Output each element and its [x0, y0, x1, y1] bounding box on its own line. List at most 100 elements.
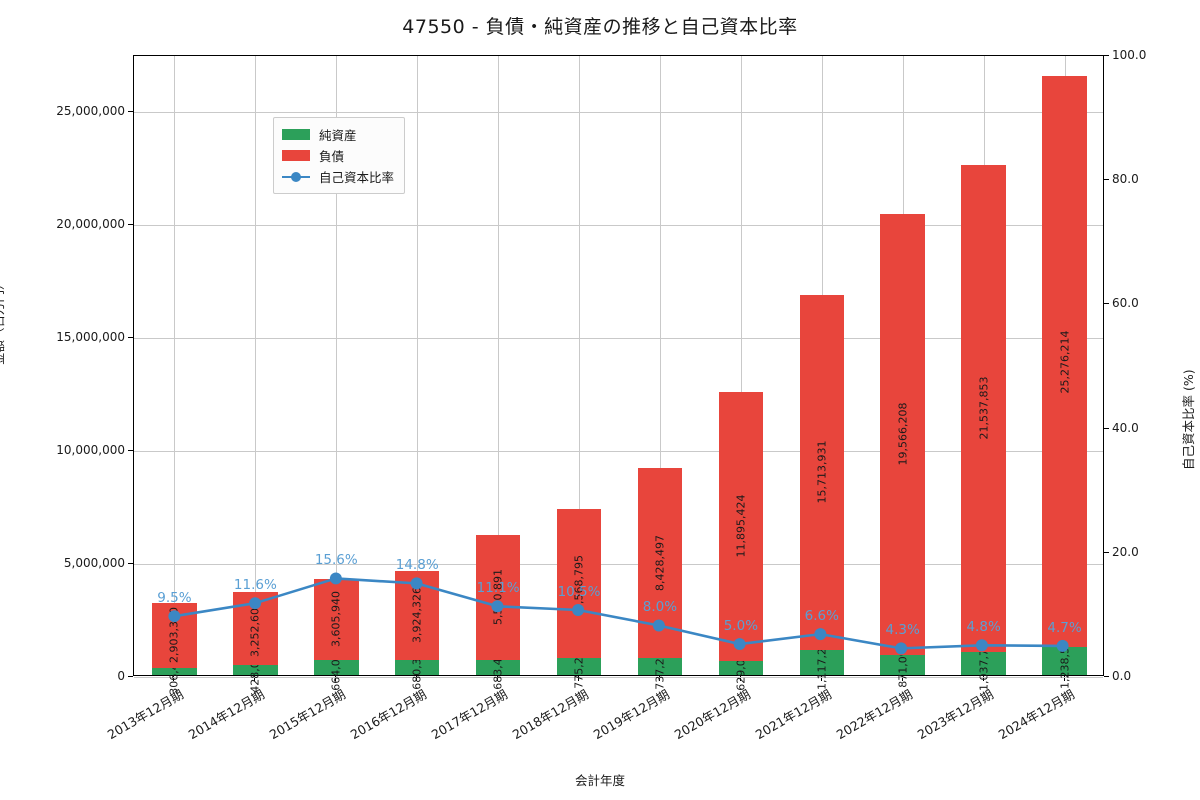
y-axis-tick-mark-right [1104, 676, 1109, 677]
y-axis-tick-mark-right [1104, 551, 1109, 553]
ratio-data-point[interactable] [895, 642, 908, 655]
bar-segment-equity[interactable]: 306,450 [152, 649, 197, 694]
bar-segment-equity[interactable]: 871,093 [880, 642, 925, 688]
bar-group[interactable]: 871,093 19,566,208 [880, 213, 925, 688]
y-axis-tick-mark-left [128, 224, 133, 226]
bar-group[interactable]: 1,117,290 15,713,931 [799, 294, 845, 690]
bar-segment-equity[interactable]: 1,238,514 [1042, 633, 1087, 689]
bar-segment-liabilities[interactable]: 6,568,795 [556, 509, 602, 658]
x-axis-tick-mark [416, 676, 418, 681]
ratio-data-point[interactable] [733, 638, 746, 651]
bar-segment-equity[interactable]: 775,207 [556, 644, 602, 689]
gridline-vertical [740, 56, 742, 675]
bar-group[interactable]: 1,238,514 25,276,214 [1042, 76, 1087, 689]
gridline-horizontal [134, 564, 1103, 566]
ratio-data-point[interactable] [975, 639, 988, 652]
ratio-data-point[interactable] [491, 600, 504, 613]
ratio-value-label: 9.5% [157, 590, 192, 606]
bar-group[interactable]: 683,408 5,530,891 [475, 534, 521, 690]
x-axis-tick-mark [901, 676, 903, 681]
y-axis-tick-mark-right [1104, 303, 1109, 305]
bar-segment-equity[interactable]: 680,346 [394, 645, 440, 690]
x-axis-tick-label: 2023年12月期 [914, 686, 996, 743]
bar-segment-equity[interactable]: 737,200 [637, 644, 683, 689]
bar-group[interactable]: 775,207 6,568,795 [556, 509, 602, 689]
bar-segment-equity[interactable]: 629,014 [718, 645, 764, 691]
y-axis-tick-mark-left [128, 337, 133, 339]
bar-segment-equity[interactable]: 428,083 [233, 647, 278, 693]
x-axis-tick-mark [254, 676, 256, 681]
x-axis-tick-label: 2024年12月期 [995, 686, 1077, 743]
bar-segment-liabilities[interactable]: 3,605,940 [314, 578, 359, 661]
y-axis-tick-mark-left [128, 563, 133, 565]
x-axis-tick-label: 2018年12月期 [509, 686, 592, 743]
bar-segment-liabilities[interactable]: 5,530,891 [475, 534, 521, 660]
x-axis-tick-mark [739, 676, 741, 681]
x-axis-tick-mark [497, 676, 499, 681]
y-axis-tick-label-left: 10,000,000 [56, 443, 125, 458]
x-axis-tick-label: 2014年12月期 [186, 686, 268, 743]
ratio-data-point[interactable] [410, 577, 423, 590]
y-axis-tick-mark-left [128, 676, 133, 677]
ratio-value-label: 4.3% [885, 622, 920, 639]
y-axis-tick-mark-right [1104, 179, 1109, 181]
y-axis-label-right: 自己資本比率 (%) [1181, 369, 1196, 470]
legend-swatch-equity-ratio-icon [282, 171, 310, 182]
gridline-vertical [336, 56, 338, 675]
bar-segment-equity[interactable]: 1,037,733 [961, 635, 1006, 691]
x-axis-tick-mark [1063, 676, 1065, 681]
ratio-value-label: 8.0% [642, 599, 678, 616]
ratio-data-point[interactable] [168, 610, 181, 623]
ratio-data-point[interactable] [814, 628, 827, 641]
bar-segment-liabilities[interactable]: 19,566,208 [880, 213, 925, 656]
y-axis-tick-label-left: 15,000,000 [56, 330, 125, 345]
ratio-data-point[interactable] [652, 619, 665, 632]
legend-swatch-equity-icon [282, 129, 310, 140]
gridline-horizontal [134, 112, 1103, 114]
y-axis-tick-label-right: 40.0 [1112, 420, 1139, 435]
ratio-value-label: 6.6% [804, 608, 839, 624]
ratio-data-point[interactable] [249, 597, 262, 610]
bar-segment-equity[interactable]: 1,117,290 [799, 634, 845, 690]
ratio-data-point[interactable] [572, 604, 585, 616]
bar-group[interactable]: 629,014 11,895,424 [718, 392, 764, 691]
x-axis-tick-label: 2021年12月期 [752, 686, 834, 743]
x-axis-tick-label: 2015年12月期 [266, 686, 349, 743]
gridline-vertical [579, 56, 581, 675]
x-axis-tick-mark [820, 676, 822, 681]
x-axis-tick-label: 2020年12月期 [671, 686, 753, 743]
y-axis-tick-label-left: 5,000,000 [63, 556, 125, 571]
y-axis-tick-label-right: 0.0 [1112, 669, 1132, 683]
ratio-line-path [174, 577, 1063, 650]
ratio-data-point[interactable] [329, 572, 342, 585]
bar-segment-liabilities[interactable]: 25,276,214 [1042, 76, 1087, 648]
y-axis-tick-label-left: 25,000,000 [56, 104, 125, 119]
x-axis-label: 会計年度 [574, 773, 625, 788]
bar-segment-liabilities[interactable]: 21,537,853 [961, 165, 1006, 652]
gridline-vertical [417, 56, 419, 675]
legend-label-equity: 純資産 [319, 128, 357, 143]
y-axis-tick-mark-left [128, 450, 133, 452]
gridline-horizontal [134, 338, 1103, 340]
x-axis-tick-mark [335, 676, 337, 681]
y-axis-tick-label-right: 80.0 [1112, 172, 1139, 187]
bar-segment-liabilities[interactable]: 15,713,931 [799, 294, 845, 650]
bar-segment-equity[interactable]: 683,408 [475, 645, 521, 690]
x-axis-tick-label: 2022年12月期 [833, 686, 915, 743]
bar-group[interactable]: 1,037,733 21,537,853 [961, 165, 1006, 691]
y-axis-tick-label-right: 100.0 [1112, 48, 1147, 62]
ratio-value-label: 5.0% [723, 617, 759, 634]
ratio-data-point[interactable] [1056, 639, 1069, 652]
bar-segment-liabilities[interactable]: 11,895,424 [718, 392, 764, 661]
x-axis-tick-label: 2017年12月期 [428, 686, 511, 743]
gridline-vertical [255, 56, 257, 675]
gridline-vertical [174, 56, 176, 675]
bar-segment-equity[interactable]: 664,013 [314, 645, 359, 690]
x-axis-tick-label: 2016年12月期 [347, 686, 430, 743]
gridline-horizontal [134, 225, 1103, 227]
chart-legend: 純資産 負債 自己資本比率 [273, 117, 406, 194]
bar-group[interactable]: 664,013 3,605,940 [314, 578, 359, 690]
legend-swatch-liabilities-icon [282, 150, 310, 161]
gridline-vertical [659, 56, 661, 675]
